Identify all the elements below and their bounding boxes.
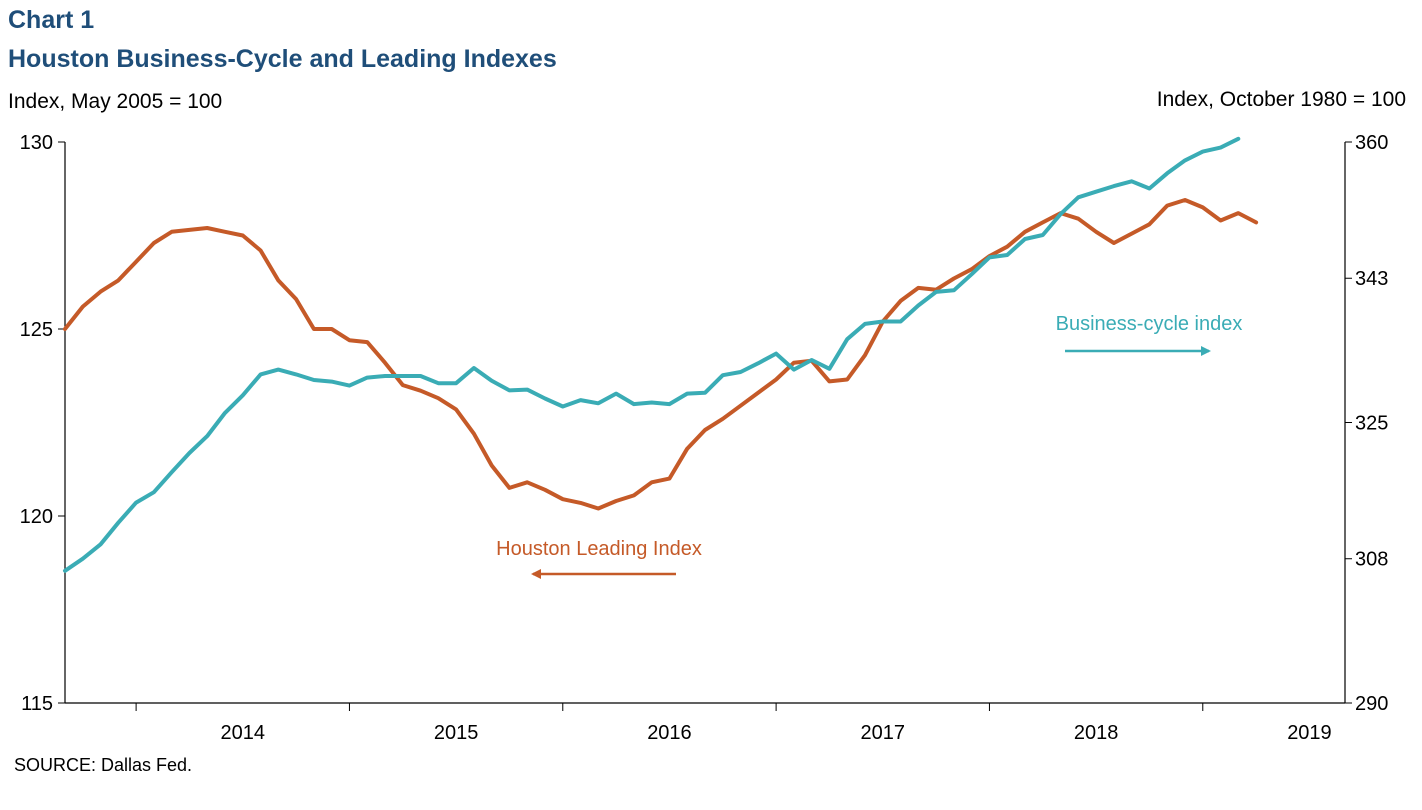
chart-axes: 115 120 125 130 290 308 325 343 360 2014 2015 2016 2… (20, 132, 1389, 744)
right-tick-label: 290 (1355, 693, 1388, 715)
right-axis-unit: Index, October 1980 = 100 (1156, 88, 1406, 111)
source-note: SOURCE: Dallas Fed. (14, 755, 193, 775)
left-tick-label: 130 (20, 132, 53, 154)
houston-leading-index-label: Houston Leading Index (496, 538, 702, 560)
x-tick-label: 2019 (1287, 722, 1332, 744)
left-axis-unit: Index, May 2005 = 100 (8, 90, 223, 113)
chart-series (63, 136, 1259, 573)
x-tick-label: 2015 (434, 722, 479, 744)
business-cycle-index-label: Business-cycle index (1056, 313, 1243, 335)
x-tick-label: 2018 (1074, 722, 1119, 744)
right-tick-label: 325 (1355, 413, 1388, 435)
left-tick-label: 125 (20, 319, 53, 341)
left-tick-label: 120 (20, 506, 53, 528)
right-tick-label: 343 (1355, 268, 1388, 290)
chart-title: Houston Business-Cycle and Leading Index… (8, 45, 557, 73)
left-tick-label: 115 (21, 693, 53, 715)
x-tick-label: 2016 (647, 722, 692, 744)
right-tick-label: 360 (1355, 132, 1388, 154)
series-labels: Houston Leading Index Business-cycle inde… (496, 313, 1243, 579)
chart-label: Chart 1 (8, 6, 95, 34)
houston-leading-index-line (63, 198, 1259, 511)
x-tick-label: 2017 (861, 722, 906, 744)
business-cycle-index-line (63, 136, 1241, 573)
x-tick-label: 2014 (221, 722, 266, 744)
right-tick-label: 308 (1355, 549, 1388, 571)
